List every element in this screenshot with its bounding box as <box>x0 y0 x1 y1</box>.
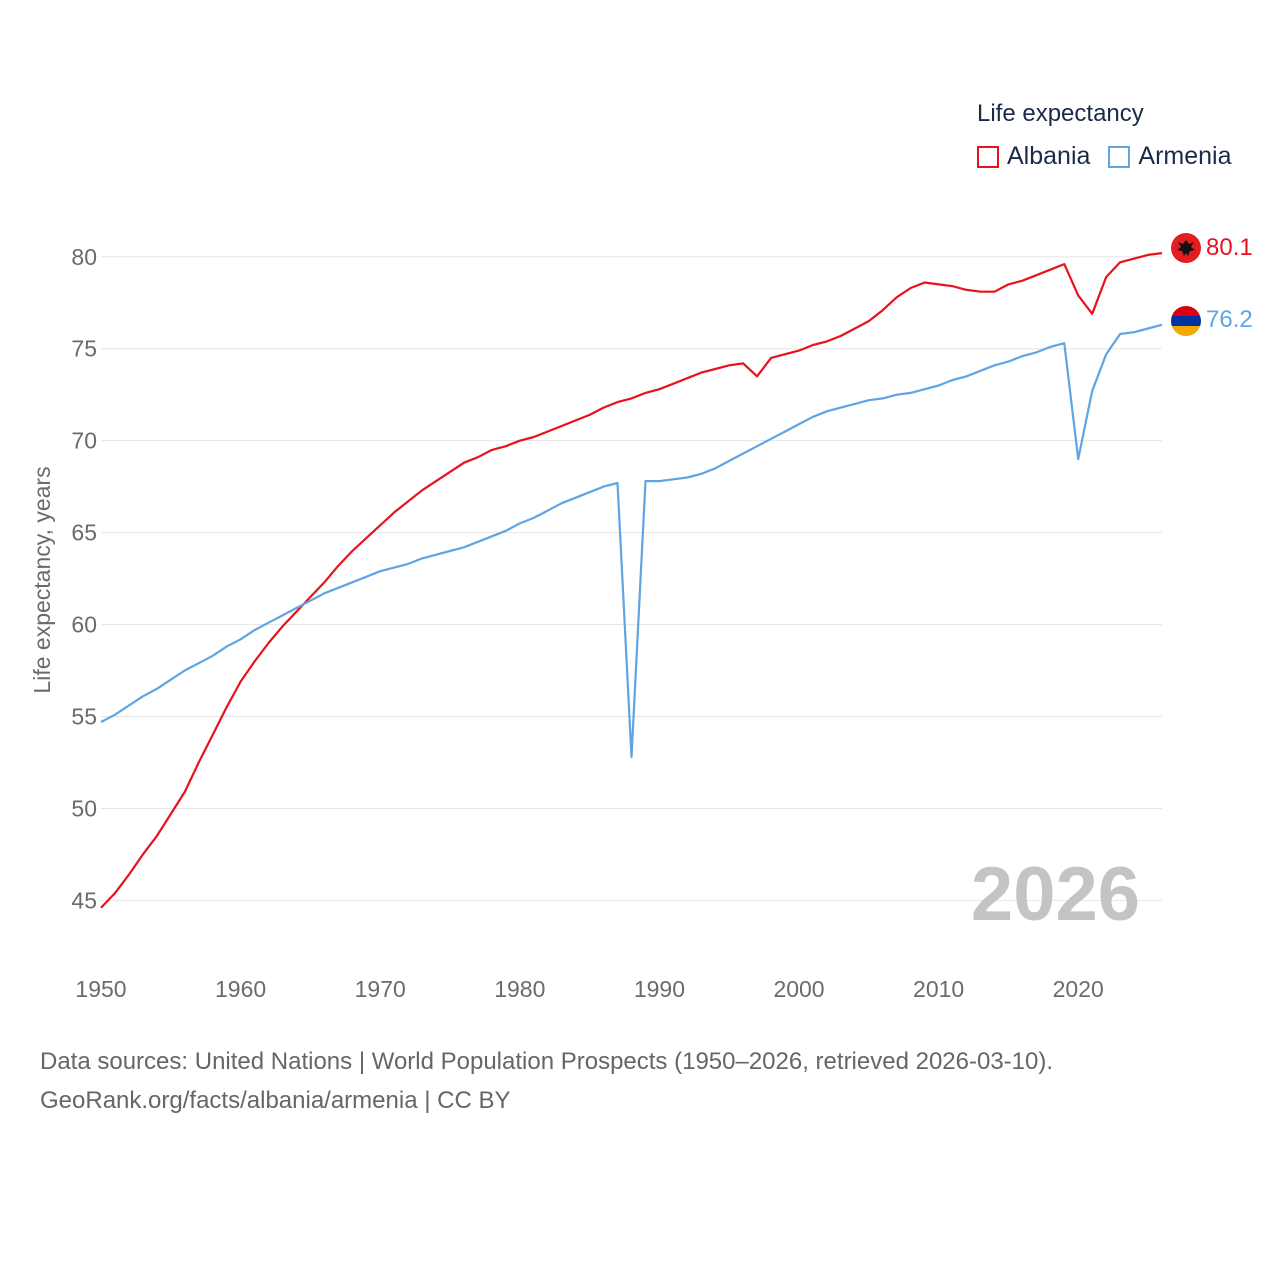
y-tick-60: 60 <box>71 612 97 638</box>
x-tick-1990: 1990 <box>634 976 685 1002</box>
grid-lines <box>101 256 1162 901</box>
attribution-link[interactable]: GeoRank.org/facts/albania/armenia | CC B… <box>40 1087 511 1114</box>
x-tick-1960: 1960 <box>215 976 266 1002</box>
armenia-flag-icon <box>1171 306 1201 336</box>
albania-swatch <box>977 145 999 168</box>
year-watermark: 2026 <box>971 852 1140 937</box>
y-tick-70: 70 <box>71 428 97 454</box>
line-chart: 45 50 55 60 65 70 75 80 1950 1960 1970 1980 1990 200… <box>29 233 1253 1002</box>
armenia-end-value: 76.2 <box>1206 306 1253 333</box>
data-sources: Data sources: United Nations | World Pop… <box>40 1048 1054 1075</box>
x-tick-2020: 2020 <box>1053 976 1104 1002</box>
albania-end-value: 80.1 <box>1206 234 1253 261</box>
legend-label-albania: Albania <box>1007 142 1091 170</box>
y-tick-75: 75 <box>71 336 97 362</box>
albania-flag-icon <box>1171 233 1201 263</box>
y-tick-50: 50 <box>71 795 97 821</box>
legend-title: Life expectancy <box>977 100 1144 127</box>
y-tick-45: 45 <box>71 887 97 913</box>
footer: Data sources: United Nations | World Pop… <box>40 1042 1053 1120</box>
legend-label-armenia: Armenia <box>1138 142 1232 170</box>
legend: Albania Armenia <box>977 142 1250 171</box>
armenia-swatch <box>1108 145 1131 168</box>
x-tick-2010: 2010 <box>913 976 964 1002</box>
x-tick-1950: 1950 <box>75 976 126 1002</box>
x-axis-ticks: 1950 1960 1970 1980 1990 2000 2010 2020 <box>75 976 1103 1002</box>
y-axis-ticks: 45 50 55 60 65 70 75 80 <box>71 244 97 914</box>
series-line-albania[interactable] <box>100 252 1163 909</box>
y-tick-55: 55 <box>71 704 97 730</box>
legend-item-albania[interactable]: Albania <box>977 142 1090 171</box>
y-tick-80: 80 <box>71 244 97 270</box>
legend-item-armenia[interactable]: Armenia <box>1108 142 1232 171</box>
y-axis-label: Life expectancy, years <box>29 466 55 693</box>
y-tick-65: 65 <box>71 520 97 546</box>
x-tick-2000: 2000 <box>773 976 824 1002</box>
series-lines <box>100 252 1163 909</box>
x-tick-1980: 1980 <box>494 976 545 1002</box>
series-line-armenia[interactable] <box>100 323 1163 759</box>
x-tick-1970: 1970 <box>355 976 406 1002</box>
